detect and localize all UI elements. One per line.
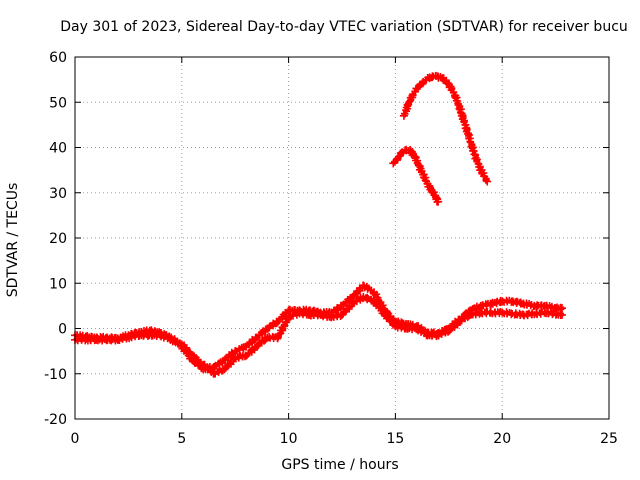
marker-run — [360, 282, 377, 297]
y-tick-label: 10 — [49, 276, 67, 292]
marker-run — [465, 131, 479, 158]
y-tick-label: 30 — [49, 186, 67, 202]
y-tick-label: -20 — [44, 412, 67, 428]
axis-ticks: -20 -10 0 10 20 30 40 50 60 0 5 10 15 20 25 — [44, 50, 618, 447]
marker-run — [274, 315, 293, 341]
marker-run — [471, 151, 484, 174]
chart-title: Day 301 of 2023, Sidereal Day-to-day VTE… — [0, 19, 640, 35]
marker-run — [468, 302, 484, 314]
marker-run — [457, 111, 472, 137]
x-tick-label: 25 — [600, 431, 618, 447]
marker-run — [265, 317, 281, 332]
marker-run — [413, 325, 430, 340]
marker-run — [479, 299, 494, 310]
x-tick-label: 15 — [386, 431, 404, 447]
marker-run — [457, 311, 473, 325]
series-main-band-a — [71, 281, 567, 374]
marker-run — [179, 341, 196, 359]
y-tick-label: 40 — [49, 141, 67, 157]
marker-run — [253, 325, 270, 342]
marker-run — [370, 298, 388, 318]
marker-run — [275, 306, 293, 324]
chart-title-text: Day 301 of 2023, Sidereal Day-to-day VTE… — [60, 19, 628, 35]
marker-run — [190, 352, 206, 369]
x-tick-label: 0 — [71, 431, 80, 447]
marker-run — [360, 293, 377, 305]
marker-run — [254, 334, 270, 350]
marker-run — [509, 297, 526, 308]
y-tick-label: 50 — [49, 95, 67, 111]
y-tick-label: 60 — [49, 50, 67, 66]
marker-run — [424, 180, 435, 193]
marker-run — [411, 153, 422, 168]
x-tick-label: 5 — [177, 431, 186, 447]
marker-run — [157, 331, 184, 348]
grid-lines — [75, 57, 609, 419]
marker-run — [553, 303, 565, 313]
marker-run — [445, 80, 458, 99]
y-tick-label: -10 — [44, 367, 67, 383]
x-axis-label: GPS time / hours — [281, 457, 399, 473]
data-point — [389, 159, 398, 168]
marker-run — [499, 308, 526, 319]
y-tick-label: 20 — [49, 231, 67, 247]
marker-run — [542, 308, 565, 319]
series-arc-high — [399, 71, 492, 186]
marker-run — [136, 330, 164, 340]
marker-run — [242, 333, 260, 351]
marker-run — [520, 308, 548, 320]
marker-run — [439, 74, 452, 87]
x-tick-label: 20 — [493, 431, 511, 447]
marker-run — [73, 335, 99, 345]
marker-run — [339, 299, 356, 318]
marker-run — [432, 195, 442, 206]
marker-run — [94, 335, 120, 345]
marker-run — [428, 188, 440, 199]
marker-run — [232, 351, 249, 363]
marker-run — [243, 343, 259, 360]
marker-run — [340, 294, 356, 309]
series-arc-low — [389, 145, 443, 206]
marker-run — [114, 331, 143, 344]
x-tick-label: 10 — [280, 431, 298, 447]
series-main-band-b — [71, 292, 567, 378]
y-tick-label: 0 — [58, 322, 67, 338]
marker-run — [435, 327, 452, 340]
marker-run — [307, 310, 323, 320]
series-layer — [71, 71, 567, 378]
marker-run — [402, 145, 414, 155]
marker-run — [211, 357, 227, 370]
marker-run — [478, 166, 490, 184]
marker-run — [446, 318, 462, 335]
marker-run — [382, 312, 399, 330]
marker-run — [221, 348, 239, 364]
